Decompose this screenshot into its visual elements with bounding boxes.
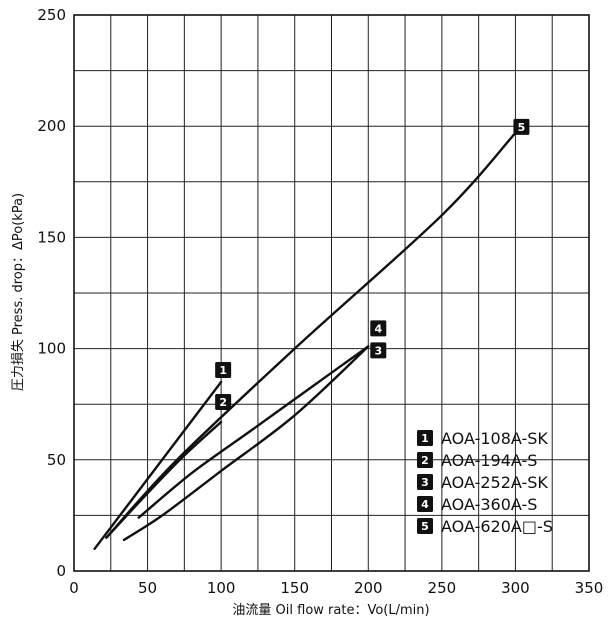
legend-label: AOA-252A-SK [441,473,548,492]
legend-item-4: 4 AOA-360A-S [417,495,537,514]
x-tick-label: 300 [501,579,530,597]
x-tick-label: 100 [207,579,236,597]
marker-number: 4 [421,498,429,511]
plot-frame [73,14,590,572]
legend-item-5: 5 AOA-620A□-S [417,517,553,536]
legend-marker-1: 1 [417,430,433,446]
x-tick-label: 0 [69,579,79,597]
legend-label: AOA-620A□-S [441,517,553,536]
y-axis-label: 圧力損失 Press. drop：ΔPo(kPa) [11,193,26,391]
series-markers: 1 2 3 4 5 [215,118,530,410]
marker-number: 1 [421,432,429,445]
legend-label: AOA-194A-S [441,451,537,470]
x-tick-label: 50 [138,579,157,597]
marker-box [417,496,433,512]
legend-item-3: 3 AOA-252A-SK [417,473,548,492]
y-axis-ticks: 0 50 100 150 200 250 [37,6,66,580]
grid [73,14,590,572]
legend-marker-2: 2 [417,452,433,468]
series-line-5 [105,131,517,539]
marker-number: 2 [219,396,227,409]
marker-box [513,118,530,135]
legend-label: AOA-108A-SK [441,429,548,448]
series-marker-5: 5 [513,118,530,135]
x-tick-label: 200 [354,579,383,597]
y-tick-label: 100 [37,340,66,358]
marker-number: 1 [219,364,227,377]
legend-marker-3: 3 [417,474,433,490]
y-tick-label: 50 [47,451,66,469]
legend-item-1: 1 AOA-108A-SK [417,429,548,448]
x-tick-label: 150 [280,579,309,597]
legend-item-2: 2 AOA-194A-S [417,451,537,470]
marker-number: 3 [374,344,382,357]
y-tick-label: 250 [37,6,66,24]
marker-number: 4 [374,322,382,335]
y-tick-label: 150 [37,228,66,246]
series-line-2 [105,420,223,539]
series-marker-2: 2 [215,393,232,410]
marker-number: 3 [421,476,429,489]
series-marker-1: 1 [215,361,232,378]
marker-number: 5 [421,520,429,533]
series-marker-3: 3 [370,342,387,359]
x-axis-ticks: 0 50 100 150 200 250 300 350 [69,579,603,597]
marker-box [215,393,232,410]
x-tick-label: 350 [575,579,604,597]
series-marker-4: 4 [370,320,387,337]
marker-number: 2 [421,454,429,467]
legend-marker-5: 5 [417,518,433,534]
y-tick-label: 200 [37,117,66,135]
legend-label: AOA-360A-S [441,495,537,514]
x-tick-label: 250 [428,579,457,597]
marker-box [215,361,232,378]
series-line-1 [93,380,223,550]
legend-marker-4: 4 [417,496,433,512]
x-axis-label: 油流量 Oil flow rate：Vo(L/min) [232,603,429,618]
marker-box [370,342,387,359]
series-line-4 [137,345,370,519]
legend: 1 AOA-108A-SK 2 AOA-194A-S 3 AOA-252A-SK 4 AOA-… [417,429,553,536]
marker-box [370,320,387,337]
marker-number: 5 [518,121,526,134]
series-line-3 [122,345,370,542]
marker-box [417,452,433,468]
series-lines [93,131,517,550]
marker-box [417,518,433,534]
marker-box [417,430,433,446]
marker-box [417,474,433,490]
y-tick-label: 0 [56,562,66,580]
